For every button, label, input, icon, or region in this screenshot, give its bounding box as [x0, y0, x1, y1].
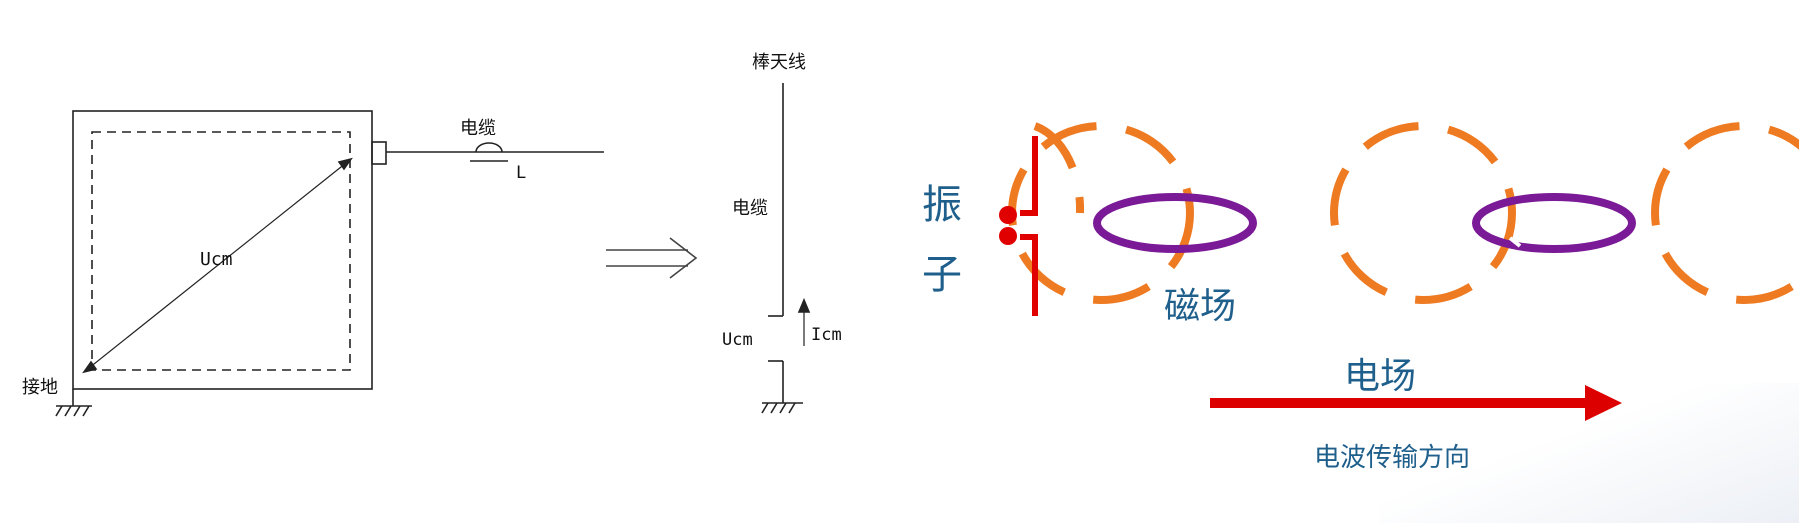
- equivalence-arrow: [606, 237, 698, 279]
- magnetic-field-label: 磁场: [1164, 286, 1236, 327]
- dipole-lower-arm: [1020, 234, 1038, 316]
- ground-hatch: [55, 405, 90, 417]
- electric-loop-left-partial: [1033, 122, 1085, 214]
- enclosure-inner-dashed-box: [91, 131, 351, 371]
- magnetic-field-loops: [1093, 193, 1636, 253]
- ucm-diagonal-arrow: [83, 158, 352, 373]
- magnetic-loop-2: [1472, 193, 1636, 253]
- cable-connector: [371, 141, 387, 165]
- magnetic-gap: [1508, 236, 1522, 248]
- icm-label: Icm: [811, 325, 842, 345]
- antenna-label: 棒天线: [752, 52, 806, 73]
- mid-ucm-label: Ucm: [722, 330, 753, 350]
- left-ucm-label: Ucm: [200, 249, 233, 270]
- dipole-label-line1: 振: [922, 182, 962, 228]
- dipole-upper-arm: [1020, 136, 1038, 216]
- electric-field-loops: [1008, 122, 1799, 304]
- electric-field-label: 电场: [1344, 356, 1416, 397]
- propagation-arrowhead: [1585, 385, 1622, 421]
- propagation-direction-label: 电波传输方向: [1314, 443, 1470, 473]
- rod-antenna-diagram: [761, 83, 811, 414]
- ucm-arrowhead-top: [337, 157, 353, 171]
- ucm-arrowhead-bottom: [82, 360, 98, 374]
- left-cable-label: 电缆: [460, 118, 496, 139]
- dipole-feed-bottom: [999, 227, 1017, 245]
- icm-arrowhead: [797, 297, 811, 313]
- dipole-feed-top: [999, 206, 1017, 224]
- dipole-label-line2: 子: [922, 252, 962, 298]
- electric-loop-3: [1651, 122, 1799, 304]
- enclosure-diagram: [55, 110, 604, 417]
- ground-label: 接地: [22, 377, 58, 398]
- dipole: [999, 136, 1038, 316]
- cable-ferrite-icon: [475, 142, 503, 153]
- mid-ground-hatch: [761, 402, 796, 414]
- cable-length-label: L: [516, 163, 526, 183]
- mid-cable-label: 电缆: [732, 198, 768, 219]
- electric-loop-2: [1330, 122, 1516, 304]
- magnetic-loop-1: [1093, 193, 1257, 253]
- enclosure-outer-box: [72, 110, 373, 390]
